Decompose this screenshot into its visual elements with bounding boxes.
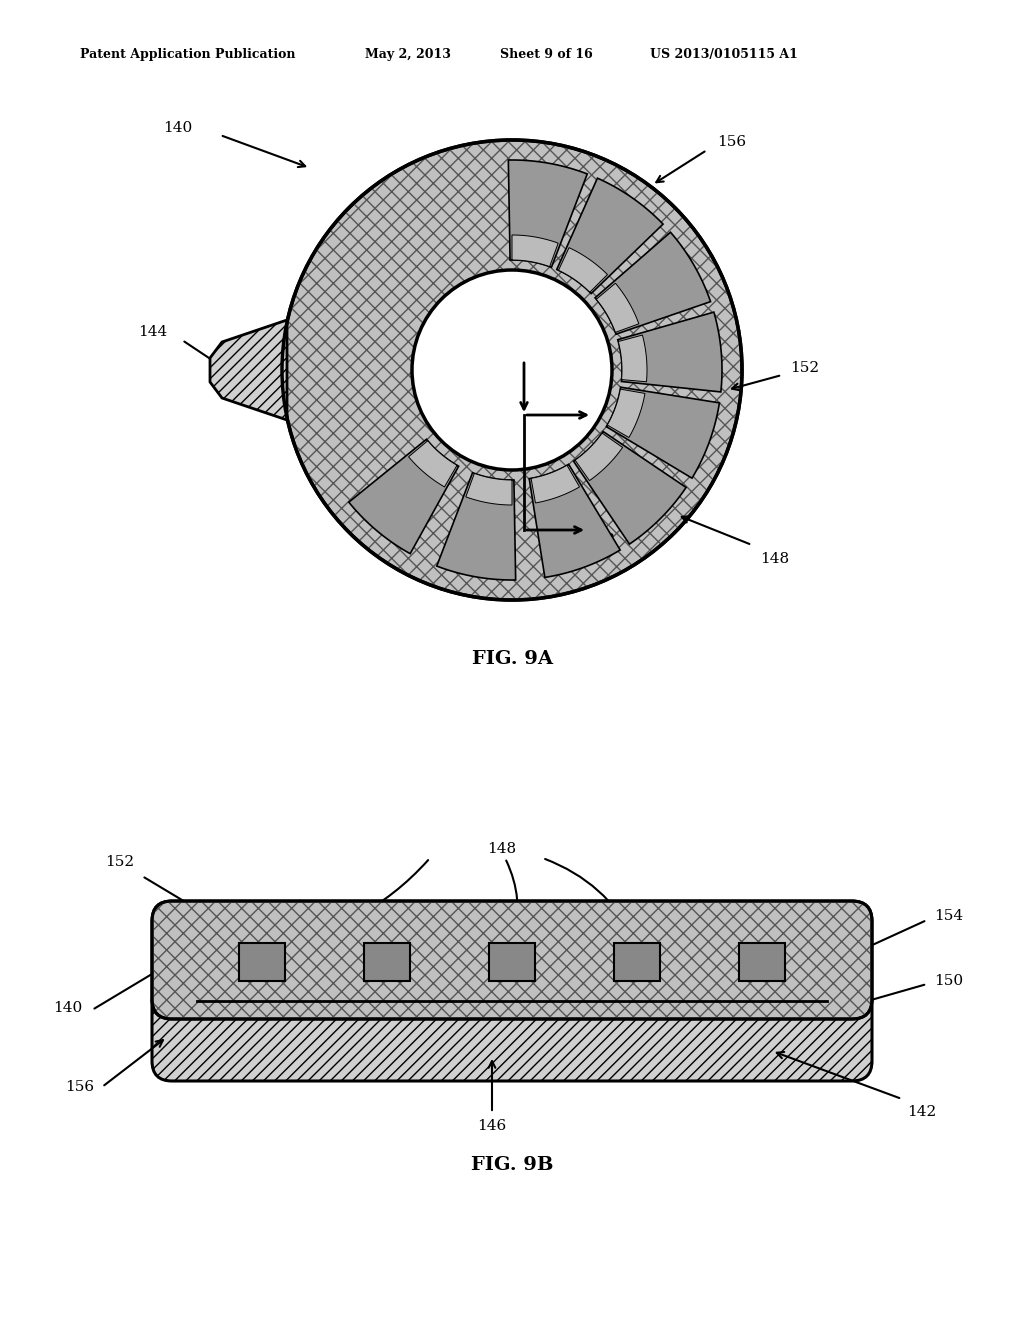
Bar (739, 942, 785, 981)
Bar (614, 942, 660, 981)
Text: 140: 140 (53, 1001, 82, 1015)
Text: 144: 144 (138, 325, 167, 339)
Text: 9B: 9B (594, 533, 614, 546)
Polygon shape (617, 312, 722, 392)
Text: 148: 148 (760, 552, 790, 566)
FancyBboxPatch shape (152, 902, 872, 1019)
Text: 140: 140 (163, 121, 193, 135)
Polygon shape (618, 335, 647, 381)
Polygon shape (606, 387, 720, 478)
Text: Patent Application Publication: Patent Application Publication (80, 48, 296, 61)
Circle shape (282, 140, 742, 601)
Polygon shape (529, 465, 621, 577)
Polygon shape (349, 440, 459, 553)
Text: 152: 152 (104, 855, 134, 869)
Text: FIG. 9B: FIG. 9B (471, 1156, 553, 1173)
Polygon shape (210, 319, 287, 420)
Polygon shape (607, 389, 645, 437)
Polygon shape (573, 432, 686, 544)
Polygon shape (575, 433, 623, 480)
Text: 152: 152 (790, 360, 819, 375)
Text: 142: 142 (907, 1105, 936, 1119)
Polygon shape (437, 473, 516, 579)
Polygon shape (512, 235, 558, 267)
Text: 148: 148 (487, 842, 516, 855)
Text: May 2, 2013: May 2, 2013 (365, 48, 451, 61)
Polygon shape (466, 474, 512, 506)
Bar (489, 942, 535, 981)
Bar (239, 942, 285, 981)
Polygon shape (558, 248, 607, 292)
Polygon shape (557, 178, 664, 293)
Bar (364, 942, 410, 981)
Polygon shape (595, 232, 711, 334)
Polygon shape (508, 160, 587, 268)
Polygon shape (596, 284, 639, 333)
Text: FIG. 9A: FIG. 9A (471, 649, 553, 668)
Text: 156: 156 (717, 135, 746, 149)
Text: 154: 154 (934, 909, 964, 923)
Text: US 2013/0105115 A1: US 2013/0105115 A1 (650, 48, 798, 61)
Polygon shape (531, 465, 580, 503)
Circle shape (412, 271, 612, 470)
FancyBboxPatch shape (152, 983, 872, 1081)
Text: 156: 156 (65, 1080, 94, 1094)
Text: 146: 146 (477, 1119, 507, 1133)
Polygon shape (409, 441, 457, 487)
Text: Sheet 9 of 16: Sheet 9 of 16 (500, 48, 593, 61)
Text: 150: 150 (934, 974, 964, 987)
